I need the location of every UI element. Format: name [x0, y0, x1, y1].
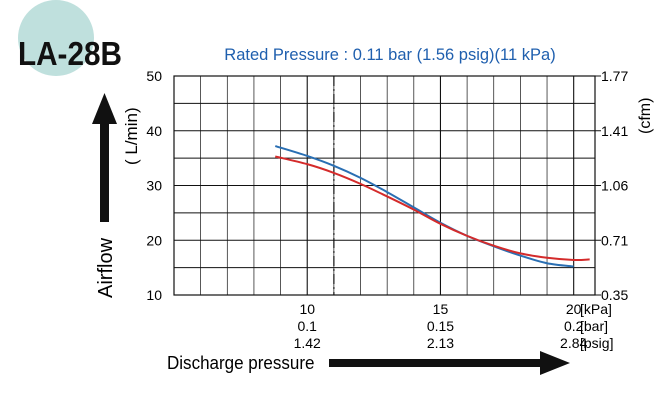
series-line-2 [275, 155, 590, 262]
y-ticks-left: 10 20 30 40 50 [146, 68, 162, 303]
x-tick-label: 15 [433, 301, 449, 317]
airflow-arrow [92, 93, 117, 222]
x-tick-label: 2.13 [427, 335, 454, 351]
y-axis-unit-right: (cfm) [637, 98, 654, 134]
x-tick-label: 1.42 [294, 335, 321, 351]
y-tick-left: 20 [146, 232, 162, 248]
y-axis-label-left: Airflow [95, 237, 117, 298]
y-axis-unit-left: ( L/min) [122, 107, 141, 165]
x-unit-kpa: [kPa] [580, 301, 612, 317]
y-tick-right: 1.06 [601, 178, 628, 194]
x-tick-label: 0.2 [564, 318, 584, 334]
x-tick-label: 2.84 [560, 335, 587, 351]
y-tick-right: 0.35 [601, 287, 628, 303]
x-unit-bar: [bar] [580, 318, 608, 334]
grid [174, 76, 595, 295]
series-group [274, 145, 590, 268]
y-tick-left: 10 [146, 287, 162, 303]
y-tick-left: 40 [146, 123, 162, 139]
badge-circle [18, 0, 94, 76]
y-tick-right: 1.41 [601, 123, 628, 139]
discharge-arrow [329, 351, 570, 375]
x-tick-label: 20 [566, 301, 582, 317]
series-line-1 [274, 145, 574, 268]
y-tick-right: 1.77 [601, 68, 628, 84]
x-unit-psig: [psig] [580, 335, 613, 351]
x-tick-label: 10 [299, 301, 315, 317]
x-ticks: 100.11.42 150.152.13 200.22.84 [294, 301, 588, 351]
y-ticks-right: 1.77 1.41 1.06 0.71 0.35 [595, 68, 628, 303]
x-axis-label: Discharge pressure [167, 352, 315, 373]
y-tick-right: 0.71 [601, 232, 628, 248]
chart-title: Rated Pressure : 0.11 bar (1.56 psig)(11… [224, 46, 555, 64]
x-tick-label: 0.1 [297, 318, 317, 334]
model-title: LA-28B [18, 36, 122, 73]
y-tick-left: 30 [146, 178, 162, 194]
x-tick-label: 0.15 [427, 318, 454, 334]
y-tick-left: 50 [146, 68, 162, 84]
